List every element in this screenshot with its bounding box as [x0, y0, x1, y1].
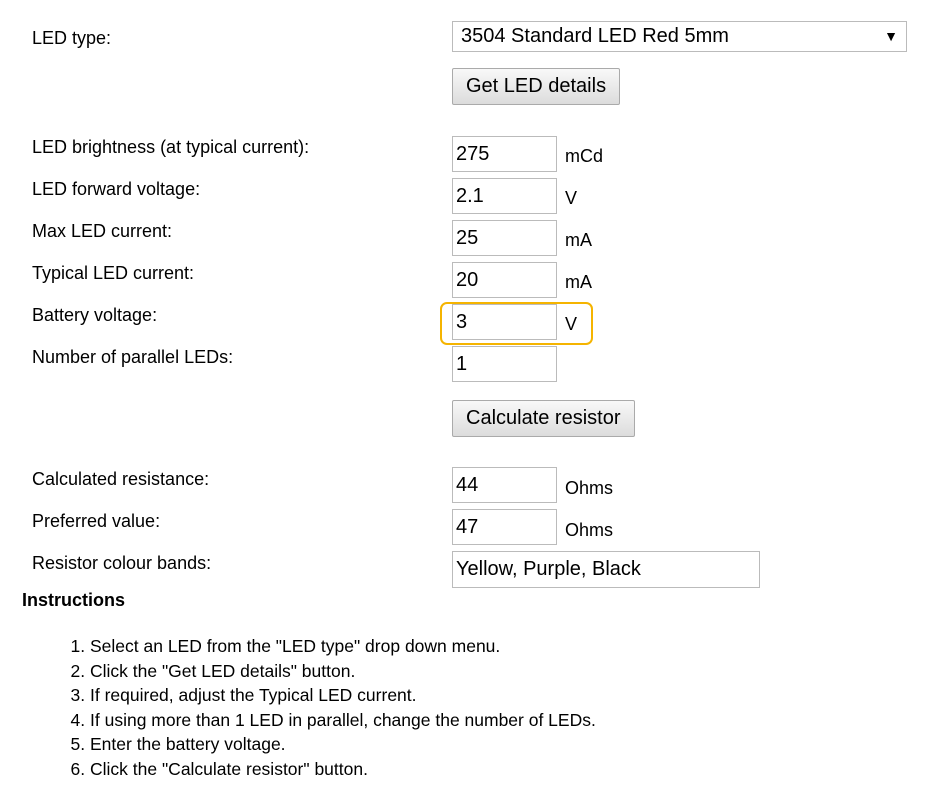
instruction-step: Click the "Get LED details" button.: [90, 659, 596, 684]
brightness-unit: mCd: [565, 146, 604, 166]
typical-current-unit: mA: [565, 272, 592, 292]
led-type-value: 3504 Standard LED Red 5mm: [461, 25, 729, 47]
get-led-details-button[interactable]: Get LED details: [452, 68, 621, 105]
calculated-resistance-unit: Ohms: [565, 478, 614, 498]
battery-voltage-highlight: [440, 302, 593, 345]
instruction-step: Enter the battery voltage.: [90, 732, 596, 757]
instruction-step: Click the "Calculate resistor" button.: [90, 757, 596, 782]
calculated-resistance-label: Calculated resistance:: [32, 469, 210, 489]
colour-bands-label: Resistor colour bands:: [32, 553, 212, 573]
calculate-resistor-button[interactable]: Calculate resistor: [452, 400, 635, 437]
preferred-value-unit: Ohms: [565, 520, 614, 540]
instruction-step: If using more than 1 LED in parallel, ch…: [90, 708, 596, 733]
max-current-unit: mA: [565, 230, 592, 250]
instruction-step: Select an LED from the "LED type" drop d…: [90, 634, 596, 659]
forward-voltage-input[interactable]: 2.1: [452, 178, 557, 214]
forward-voltage-label: LED forward voltage:: [32, 179, 201, 199]
battery-voltage-input[interactable]: 3: [452, 304, 557, 340]
brightness-label: LED brightness (at typical current):: [32, 137, 310, 157]
max-current-input[interactable]: 25: [452, 220, 557, 256]
max-current-label: Max LED current:: [32, 221, 173, 241]
led-type-select[interactable]: 3504 Standard LED Red 5mm ▼: [452, 21, 907, 52]
instruction-step: If required, adjust the Typical LED curr…: [90, 683, 596, 708]
parallel-leds-input[interactable]: 1: [452, 346, 557, 382]
preferred-value-label: Preferred value:: [32, 511, 161, 531]
instructions-list: Select an LED from the "LED type" drop d…: [50, 634, 596, 781]
typical-current-input[interactable]: 20: [452, 262, 557, 298]
triangle-down-icon: ▼: [884, 28, 898, 44]
led-type-label: LED type:: [32, 28, 112, 48]
parallel-leds-label: Number of parallel LEDs:: [32, 347, 234, 367]
colour-bands-output[interactable]: Yellow, Purple, Black: [452, 551, 760, 588]
typical-current-label: Typical LED current:: [32, 263, 195, 283]
battery-voltage-label: Battery voltage:: [32, 305, 158, 325]
battery-voltage-unit: V: [565, 314, 578, 334]
forward-voltage-unit: V: [565, 188, 578, 208]
calculated-resistance-output[interactable]: 44: [452, 467, 557, 503]
preferred-value-output[interactable]: 47: [452, 509, 557, 545]
instructions-title: Instructions: [22, 590, 126, 610]
brightness-input[interactable]: 275: [452, 136, 557, 172]
